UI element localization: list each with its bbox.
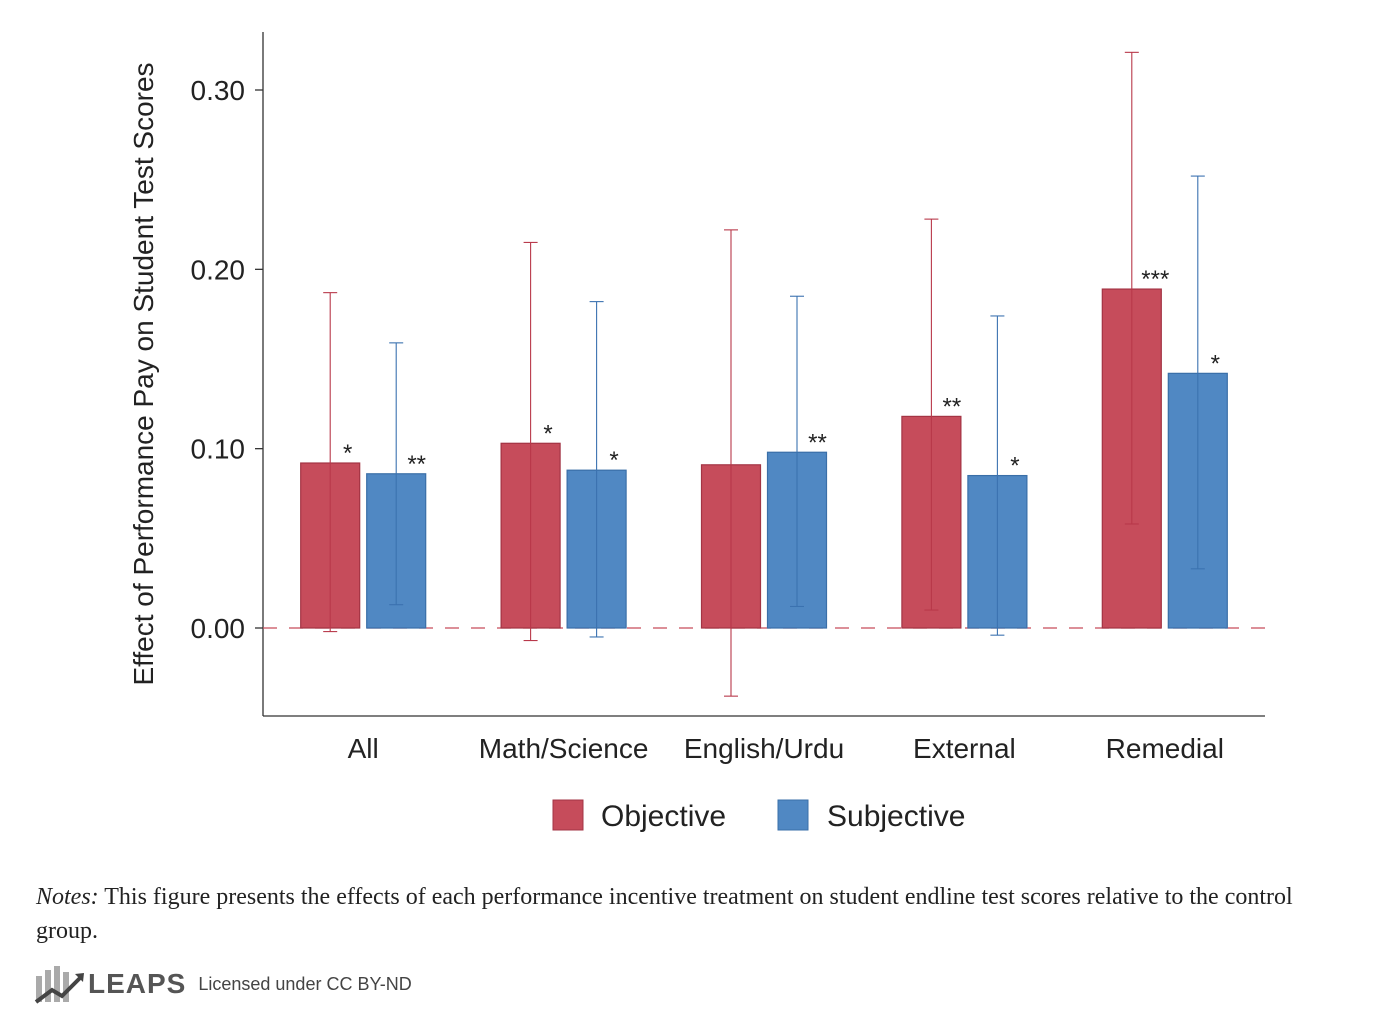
significance-star: * [1010,453,1019,480]
x-tick-label: English/Urdu [684,733,844,764]
significance-star: * [543,420,552,447]
notes-lead: Notes: [36,884,99,910]
error-bars [323,51,1205,697]
significance-star: * [343,440,352,467]
bars [300,288,1228,629]
notes-text: This figure presents the effects of each… [36,884,1293,944]
legend-label-subjective: Subjective [827,800,965,833]
bar-chart: Effect of Performance Pay on Student Tes… [128,32,1265,833]
y-tick-label: 0.10 [191,434,246,465]
y-tick-label: 0.00 [191,613,246,644]
significance-star: * [1211,350,1220,377]
figure-notes: Notes: This figure presents the effects … [36,880,1356,948]
x-tick-label: Math/Science [479,733,649,764]
significance-star: * [609,447,618,474]
x-tick-label: External [913,733,1016,764]
significance-stars: * ************* [343,266,1220,480]
y-axis-label: Effect of Performance Pay on Student Tes… [128,62,159,685]
axes: 0.00 0.10 0.20 0.30 [191,32,1265,717]
x-tick-label: All [348,733,379,764]
significance-star: ** [407,451,426,478]
y-tick-label: 0.30 [191,75,246,106]
significance-star: *** [1141,266,1169,293]
y-tick-label: 0.20 [191,254,246,285]
significance-star: ** [808,429,827,456]
footer: LEAPS Licensed under CC BY-ND [34,962,412,1006]
brand-name: LEAPS [88,968,187,999]
x-tick-label: Remedial [1106,733,1224,764]
x-tick-labels: All Math/Science English/Urdu External Remed… [348,733,1224,764]
leaps-logo-icon [34,966,84,1004]
legend-swatch-objective [552,799,584,831]
significance-star: ** [943,393,962,420]
legend: Objective Subjective [552,799,965,833]
license-text: Licensed under CC BY-ND [198,973,412,994]
legend-swatch-subjective [777,799,809,831]
legend-label-objective: Objective [601,800,726,833]
